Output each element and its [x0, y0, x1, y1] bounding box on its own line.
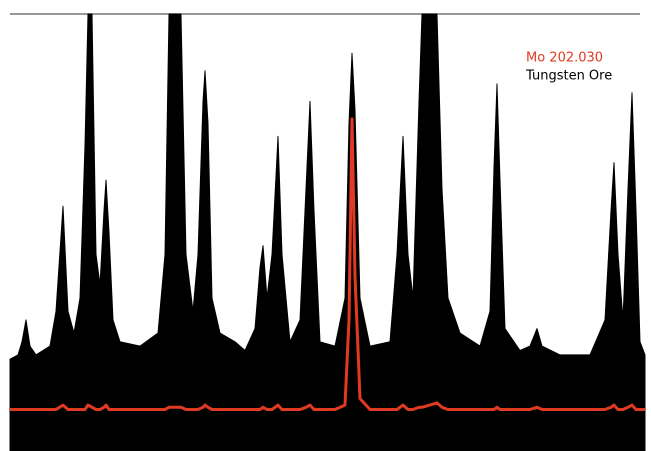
legend-label: Tungsten Ore — [525, 69, 612, 84]
spectrum-line — [10, 117, 645, 411]
spectrum-area — [9, 13, 646, 451]
legend-label: Mo 202.030 — [526, 51, 603, 66]
